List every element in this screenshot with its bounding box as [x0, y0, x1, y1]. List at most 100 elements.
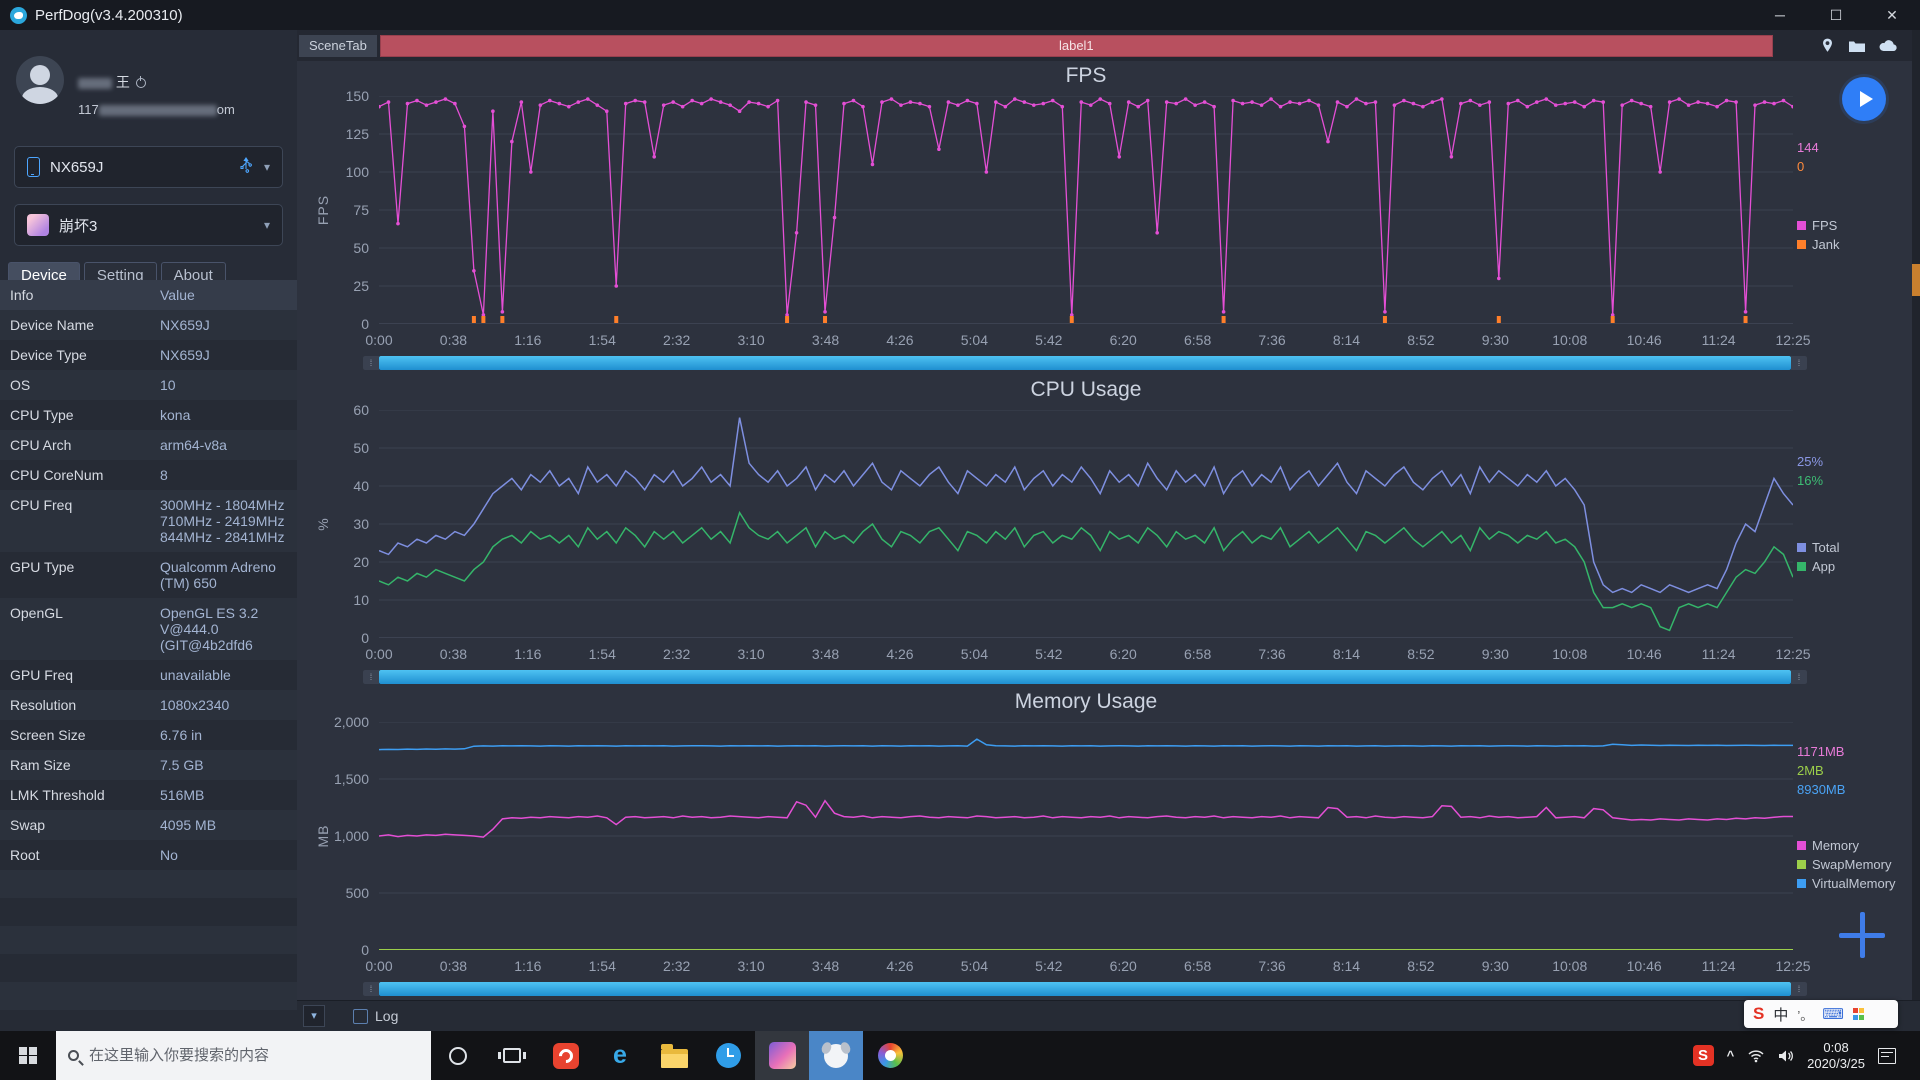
info-cell: Resolution [10, 697, 77, 713]
action-center-icon[interactable] [1878, 1047, 1896, 1064]
chart-h-scrollbar[interactable]: ⁞ ⁞ [363, 982, 1807, 996]
table-row: LMK Threshold 516MB [0, 780, 297, 810]
y-tick-label: 2,000 [333, 714, 369, 730]
start-button[interactable] [0, 1031, 56, 1080]
avatar[interactable] [16, 56, 64, 104]
search-input[interactable] [89, 1047, 419, 1064]
scrollbar-thumb[interactable] [379, 982, 1791, 996]
scrollbar-left-button[interactable]: ⁞ [363, 356, 379, 370]
app-select[interactable]: 崩坏3 ▾ [14, 204, 283, 246]
legend-item: SwapMemory [1797, 855, 1896, 874]
legend-item: VirtualMemory [1797, 874, 1896, 893]
info-cell: GPU Freq [10, 667, 74, 683]
x-tick-label: 2:32 [663, 646, 691, 662]
scene-label-tab[interactable]: label1 [379, 34, 1773, 57]
close-button[interactable]: ✕ [1886, 6, 1898, 23]
x-tick-label: 10:08 [1552, 332, 1588, 348]
keyboard-icon[interactable]: ⌨ [1822, 1006, 1844, 1023]
taskbar-app-cortana[interactable] [431, 1031, 485, 1080]
y-tick-label: 1,500 [333, 771, 369, 787]
x-tick-label: 9:30 [1481, 646, 1509, 662]
legend-item: App [1797, 557, 1839, 576]
volume-icon[interactable] [1778, 1049, 1794, 1063]
x-tick-label: 4:26 [886, 958, 914, 974]
taskbar-app-edge[interactable]: e [593, 1031, 647, 1080]
folder-icon[interactable] [1848, 38, 1866, 54]
x-tick-label: 1:54 [588, 958, 616, 974]
scrollbar-right-button[interactable]: ⁞ [1791, 356, 1807, 370]
ime-mode-indicator[interactable]: 中 [1773, 1006, 1789, 1024]
marker-pin-icon[interactable] [1819, 37, 1836, 54]
network-icon[interactable] [1747, 1049, 1765, 1063]
taskbar-app-game-honkai[interactable] [755, 1031, 809, 1080]
taskbar-app-paint[interactable] [863, 1031, 917, 1080]
chart-plot [378, 409, 1794, 639]
clock[interactable]: 0:08 2020/3/25 [1807, 1040, 1865, 1072]
x-tick-label: 1:16 [514, 646, 542, 662]
scrollbar-right-button[interactable]: ⁞ [1791, 982, 1807, 996]
ime-punctuation-toggle[interactable]: ’。 [1797, 1007, 1814, 1023]
taskbar-apps: e [431, 1031, 917, 1080]
sogou-logo-icon[interactable]: S [1753, 1004, 1765, 1023]
scrollbar-left-button[interactable]: ⁞ [363, 982, 379, 996]
table-row: CPU Freq 300MHz - 1804MHz 710MHz - 2419MH… [0, 490, 297, 552]
x-tick-label: 7:36 [1258, 958, 1286, 974]
y-tick-label: 75 [353, 202, 369, 218]
legend-swatch [1797, 841, 1806, 850]
x-tick-label: 10:08 [1552, 646, 1588, 662]
info-cell: Screen Size [10, 727, 86, 743]
taskbar-app-perfdog[interactable] [809, 1031, 863, 1080]
y-tick-label: 125 [345, 126, 369, 142]
table-row: GPU Type Qualcomm Adreno (TM) 650 [0, 552, 297, 598]
clock-app-icon [715, 1043, 741, 1068]
sogou-ime-bar: S 中 ’。 ⌨ [1744, 1000, 1898, 1028]
sogou-toolbox-icon[interactable] [1852, 1008, 1865, 1020]
add-button[interactable] [1839, 912, 1885, 958]
minimize-button[interactable]: ─ [1775, 7, 1785, 23]
scrollbar-left-button[interactable]: ⁞ [363, 670, 379, 684]
maximize-button[interactable]: ☐ [1829, 6, 1843, 23]
chart-h-scrollbar[interactable]: ⁞ ⁞ [363, 356, 1807, 370]
chart-memory-usage: Memory Usage MB 0 500 1,000 1,500 2,000 0:00 0:3… [297, 690, 1912, 998]
value-cell: Qualcomm Adreno (TM) 650 [160, 559, 276, 591]
device-select[interactable]: NX659J ▾ [14, 146, 283, 188]
taskbar-app-task-view[interactable] [485, 1031, 539, 1080]
game-app-icon [768, 1042, 796, 1069]
x-tick-label: 9:30 [1481, 332, 1509, 348]
current-value: 25% [1797, 454, 1824, 469]
vertical-scrollbar[interactable] [1912, 30, 1920, 1000]
chart-h-scrollbar[interactable]: ⁞ ⁞ [363, 670, 1807, 684]
taskbar-app-file-explorer[interactable] [647, 1031, 701, 1080]
play-button[interactable] [1842, 77, 1886, 121]
sogou-tray-icon[interactable]: S [1692, 1045, 1714, 1066]
log-checkbox-label[interactable]: Log [375, 1008, 399, 1024]
x-tick-label: 5:42 [1035, 958, 1063, 974]
chart-current-values: 144 0 [1797, 138, 1819, 176]
cloud-icon[interactable] [1878, 38, 1898, 53]
scrollbar-thumb[interactable] [379, 356, 1791, 370]
scrollbar-thumb[interactable] [379, 670, 1791, 684]
user-email: 117 om [78, 102, 235, 117]
scene-tab-button[interactable]: SceneTab [299, 34, 377, 57]
info-cell: LMK Threshold [10, 787, 105, 803]
x-tick-label: 12:25 [1775, 958, 1811, 974]
taskbar-search[interactable] [56, 1031, 431, 1080]
scrollbar-right-button[interactable]: ⁞ [1791, 670, 1807, 684]
chart-title: Memory Usage [1014, 690, 1158, 713]
log-checkbox[interactable] [353, 1008, 368, 1024]
user-name: 王 [78, 72, 146, 92]
x-tick-label: 10:46 [1626, 646, 1662, 662]
value-cell: 8 [160, 467, 168, 483]
collapse-toggle-button[interactable]: ▾ [303, 1005, 325, 1027]
taskbar-app-app-red[interactable] [539, 1031, 593, 1080]
taskbar-app-clock-app[interactable] [701, 1031, 755, 1080]
table-row: CPU CoreNum 8 [0, 460, 297, 490]
table-row: Root No [0, 840, 297, 870]
value-cell: unavailable [160, 667, 231, 683]
value-cell: NX659J [160, 317, 210, 333]
tray-expand-icon[interactable]: ^ [1726, 1048, 1735, 1063]
vertical-scrollbar-thumb[interactable] [1912, 264, 1920, 296]
column-header-info: Info [10, 287, 34, 303]
app-select-value: 崩坏3 [59, 217, 98, 235]
x-tick-label: 5:04 [960, 646, 988, 662]
